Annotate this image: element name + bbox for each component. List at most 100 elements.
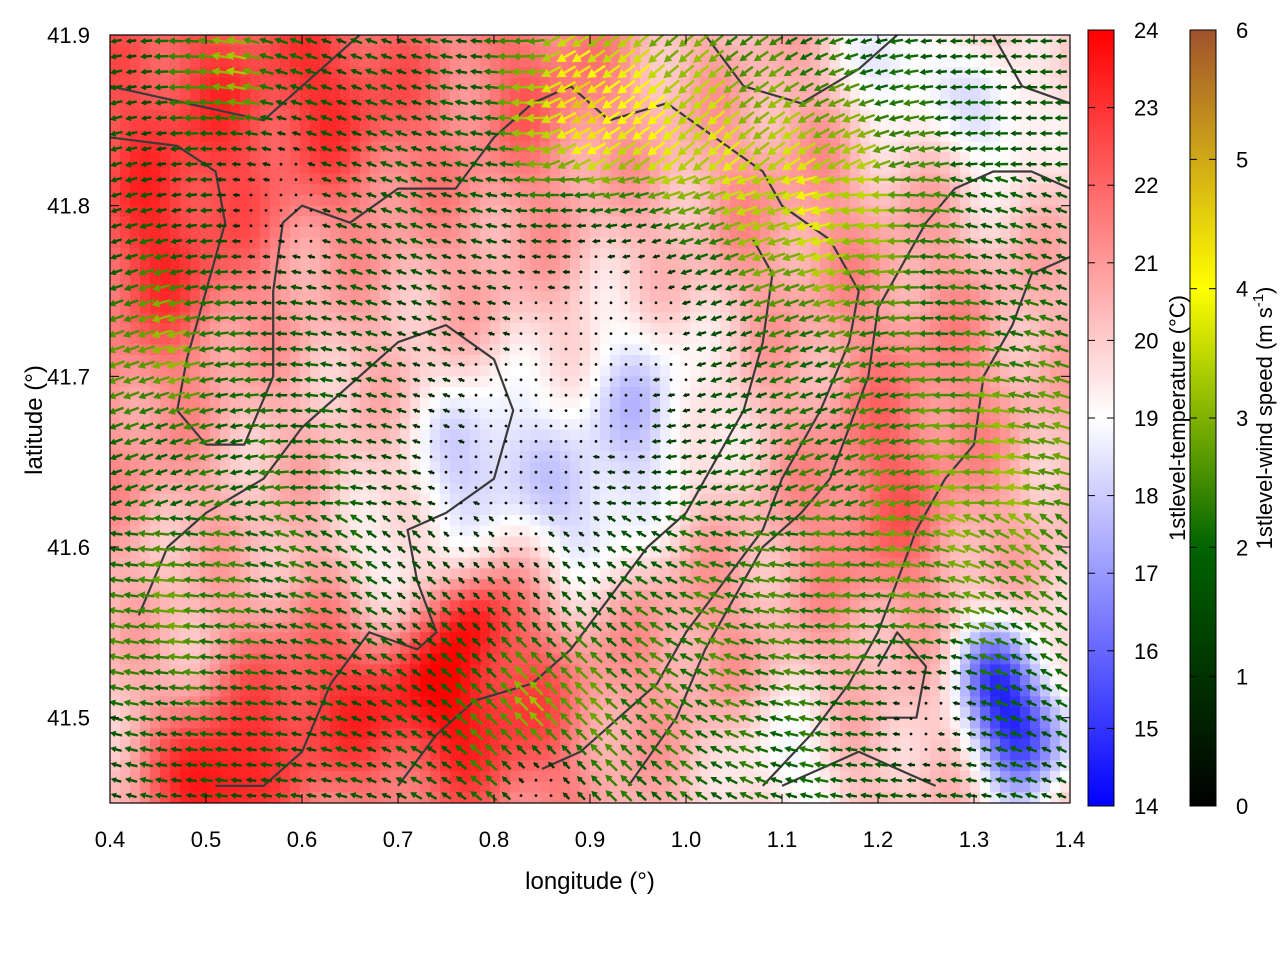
heatmap-cell	[770, 408, 781, 420]
heatmap-cell	[740, 365, 751, 377]
heatmap-cell	[330, 184, 341, 196]
heatmap-cell	[190, 269, 201, 281]
heatmap-cell	[440, 45, 451, 57]
heatmap-cell	[290, 333, 301, 345]
heatmap-cell	[620, 536, 631, 548]
heatmap-cell	[530, 376, 541, 388]
heatmap-cell	[450, 440, 461, 452]
heatmap-cell	[960, 472, 971, 484]
heatmap-cell	[240, 227, 251, 239]
heatmap-cell	[500, 579, 511, 591]
heatmap-cell	[910, 429, 921, 441]
heatmap-cell	[480, 419, 491, 431]
heatmap-cell	[120, 461, 131, 473]
heatmap-cell	[750, 45, 761, 57]
heatmap-cell	[600, 376, 611, 388]
heatmap-cell	[580, 536, 591, 548]
heatmap-cell	[290, 237, 301, 249]
heatmap-cell	[700, 579, 711, 591]
heatmap-cell	[450, 429, 461, 441]
heatmap-cell	[140, 323, 151, 335]
heatmap-cell	[870, 568, 881, 580]
heatmap-cell	[310, 269, 321, 281]
heatmap-cell	[220, 269, 231, 281]
heatmap-cell	[980, 397, 991, 409]
heatmap-cell	[820, 152, 831, 164]
heatmap-cell	[210, 227, 221, 239]
heatmap-cell	[640, 227, 651, 239]
heatmap-cell	[160, 461, 171, 473]
heatmap-cell	[820, 376, 831, 388]
heatmap-cell	[770, 365, 781, 377]
heatmap-cell	[800, 109, 811, 121]
heatmap-cell	[270, 397, 281, 409]
heatmap-cell	[280, 461, 291, 473]
heatmap-cell	[1040, 45, 1051, 57]
heatmap-cell	[360, 376, 371, 388]
heatmap-cell	[140, 568, 151, 580]
heatmap-cell	[1020, 45, 1031, 57]
heatmap-cell	[870, 408, 881, 420]
heatmap-cell	[560, 88, 571, 100]
heatmap-cell	[530, 472, 541, 484]
heatmap-cell	[680, 504, 691, 516]
heatmap-cell	[740, 355, 751, 367]
heatmap-cell	[600, 493, 611, 505]
heatmap-cell	[890, 301, 901, 313]
heatmap-cell	[800, 88, 811, 100]
heatmap-cell	[680, 56, 691, 68]
heatmap-cell	[610, 472, 621, 484]
heatmap-cell	[730, 429, 741, 441]
heatmap-cell	[310, 461, 321, 473]
heatmap-cell	[140, 291, 151, 303]
heatmap-cell	[850, 45, 861, 57]
heatmap-cell	[220, 461, 231, 473]
heatmap-cell	[270, 579, 281, 591]
heatmap-cell	[340, 323, 351, 335]
heatmap-cell	[420, 163, 431, 175]
heatmap-cell	[760, 205, 771, 217]
heatmap-cell	[380, 152, 391, 164]
heatmap-cell	[190, 248, 201, 260]
heatmap-cell	[520, 536, 531, 548]
heatmap-cell	[610, 56, 621, 68]
heatmap-cell	[340, 333, 351, 345]
heatmap-cell	[330, 515, 341, 527]
heatmap-cell	[720, 141, 731, 153]
heatmap-cell	[1050, 355, 1061, 367]
heatmap-cell	[200, 88, 211, 100]
heatmap-cell	[720, 387, 731, 399]
heatmap-cell	[960, 568, 971, 580]
heatmap-cell	[420, 536, 431, 548]
heatmap-cell	[730, 461, 741, 473]
heatmap-cell	[340, 397, 351, 409]
heatmap-cell	[470, 45, 481, 57]
heatmap-cell	[690, 493, 701, 505]
heatmap-cell	[240, 291, 251, 303]
heatmap-cell	[610, 312, 621, 324]
heatmap-cell	[430, 557, 441, 569]
heatmap-cell	[870, 515, 881, 527]
heatmap-cell	[310, 440, 321, 452]
heatmap-cell	[950, 536, 961, 548]
heatmap-cell	[810, 568, 821, 580]
heatmap-cell	[820, 472, 831, 484]
heatmap-cell	[800, 280, 811, 292]
heatmap-cell	[420, 99, 431, 111]
heatmap-cell	[730, 152, 741, 164]
heatmap-cell	[120, 397, 131, 409]
heatmap-cell	[850, 525, 861, 537]
heatmap-cell	[110, 195, 121, 207]
heatmap-cell	[580, 557, 591, 569]
heatmap-cell	[220, 56, 231, 68]
heatmap-cell	[860, 387, 871, 399]
heatmap-cell	[180, 184, 191, 196]
heatmap-cell	[790, 408, 801, 420]
heatmap-cell	[610, 35, 621, 47]
heatmap-cell	[140, 547, 151, 559]
heatmap-cell	[440, 77, 451, 89]
heatmap-cell	[320, 163, 331, 175]
heatmap-cell	[310, 131, 321, 143]
heatmap-cell	[660, 376, 671, 388]
heatmap-cell	[520, 333, 531, 345]
